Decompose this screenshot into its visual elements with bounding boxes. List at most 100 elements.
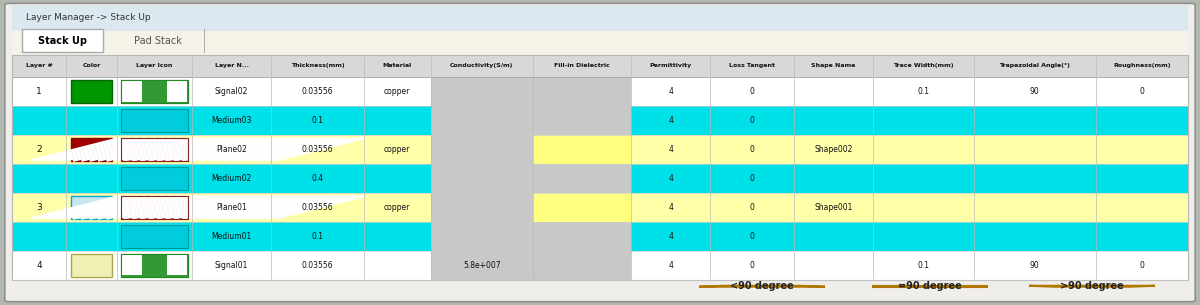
Text: 1: 1	[36, 87, 42, 96]
Text: <90 degree: <90 degree	[730, 281, 794, 291]
Text: Fill-in Dielectric: Fill-in Dielectric	[554, 63, 610, 68]
Text: 3: 3	[36, 203, 42, 212]
Text: Permittivity: Permittivity	[649, 63, 691, 68]
Text: Medium03: Medium03	[211, 116, 252, 125]
Text: 0: 0	[750, 261, 755, 270]
Text: 4: 4	[668, 232, 673, 241]
Bar	[71, 80, 113, 103]
Text: Shape002: Shape002	[815, 145, 853, 154]
Text: 0: 0	[750, 232, 755, 241]
Text: 4: 4	[668, 174, 673, 183]
Bar	[431, 193, 533, 222]
Bar	[144, 255, 164, 275]
Bar	[533, 77, 631, 106]
Text: 0.1: 0.1	[312, 116, 324, 125]
Text: 4: 4	[36, 261, 42, 270]
Bar	[144, 81, 164, 102]
Text: Trace Width(mm): Trace Width(mm)	[893, 63, 954, 68]
Bar	[12, 55, 1188, 280]
Bar	[121, 196, 188, 219]
Bar	[12, 77, 1188, 106]
Text: 0: 0	[750, 87, 755, 96]
Text: Pad Stack: Pad Stack	[134, 36, 182, 46]
Polygon shape	[698, 286, 826, 287]
Text: 0.03556: 0.03556	[301, 87, 334, 96]
Bar	[12, 55, 1188, 77]
Bar	[121, 225, 188, 248]
Bar	[122, 81, 142, 102]
Text: Medium02: Medium02	[211, 174, 252, 183]
Bar	[431, 164, 533, 193]
Text: copper: copper	[384, 203, 410, 212]
Text: Plane01: Plane01	[216, 203, 247, 212]
Bar	[71, 254, 113, 277]
Text: Color: Color	[83, 63, 101, 68]
Text: Layer N...: Layer N...	[215, 63, 248, 68]
Text: 0: 0	[1139, 261, 1145, 270]
Bar	[121, 80, 188, 103]
Bar	[533, 251, 631, 280]
Text: 0: 0	[750, 116, 755, 125]
Text: 0.1: 0.1	[918, 87, 930, 96]
Bar	[121, 254, 188, 277]
Text: 0: 0	[1139, 87, 1145, 96]
Bar	[167, 81, 187, 102]
Text: 0.1: 0.1	[918, 261, 930, 270]
Bar	[121, 167, 188, 190]
Text: 4: 4	[668, 261, 673, 270]
Bar	[12, 251, 1188, 280]
Bar	[12, 5, 1188, 30]
Text: 5.8e+007: 5.8e+007	[463, 261, 500, 270]
Bar	[167, 255, 187, 275]
Text: 4: 4	[668, 145, 673, 154]
Text: 4: 4	[668, 87, 673, 96]
Text: 0: 0	[750, 145, 755, 154]
Text: Layer #: Layer #	[25, 63, 53, 68]
Text: copper: copper	[384, 87, 410, 96]
Bar	[71, 138, 113, 161]
Bar	[431, 251, 533, 280]
Text: 90: 90	[1030, 87, 1039, 96]
Bar	[121, 109, 188, 132]
FancyBboxPatch shape	[5, 3, 1195, 302]
Bar	[12, 106, 1188, 135]
Text: 0.03556: 0.03556	[301, 261, 334, 270]
Text: Material: Material	[383, 63, 412, 68]
Bar	[431, 135, 533, 164]
Text: Plane02: Plane02	[216, 145, 247, 154]
Text: Trapezoidal Angle(°): Trapezoidal Angle(°)	[1000, 63, 1070, 68]
Text: Conductivity(S/m): Conductivity(S/m)	[450, 63, 514, 68]
Text: 2: 2	[36, 145, 42, 154]
Bar	[12, 222, 1188, 251]
Text: Roughness(mm): Roughness(mm)	[1114, 63, 1170, 68]
Polygon shape	[1030, 286, 1154, 287]
Bar	[533, 222, 631, 251]
Bar	[121, 138, 188, 161]
Text: Signal01: Signal01	[215, 261, 248, 270]
Bar	[121, 138, 188, 161]
Bar	[12, 30, 1188, 55]
Bar	[431, 222, 533, 251]
Text: Medium01: Medium01	[211, 232, 252, 241]
Text: Signal02: Signal02	[215, 87, 248, 96]
Bar	[71, 196, 113, 219]
Text: 90: 90	[1030, 261, 1039, 270]
Bar	[431, 77, 533, 106]
Bar	[533, 106, 631, 135]
Text: 0.03556: 0.03556	[301, 145, 334, 154]
Text: 4: 4	[668, 203, 673, 212]
Text: Layer Icon: Layer Icon	[137, 63, 173, 68]
Bar	[121, 254, 188, 277]
Polygon shape	[874, 286, 986, 287]
Bar	[12, 193, 1188, 222]
Text: 0.1: 0.1	[312, 232, 324, 241]
Text: 4: 4	[668, 116, 673, 125]
Bar	[533, 135, 631, 164]
Text: Shape001: Shape001	[815, 203, 853, 212]
Text: Shape Name: Shape Name	[811, 63, 856, 68]
Text: >90 degree: >90 degree	[1060, 281, 1124, 291]
Bar	[12, 135, 1188, 164]
Bar	[533, 164, 631, 193]
Bar	[121, 80, 188, 103]
Text: 0: 0	[750, 174, 755, 183]
